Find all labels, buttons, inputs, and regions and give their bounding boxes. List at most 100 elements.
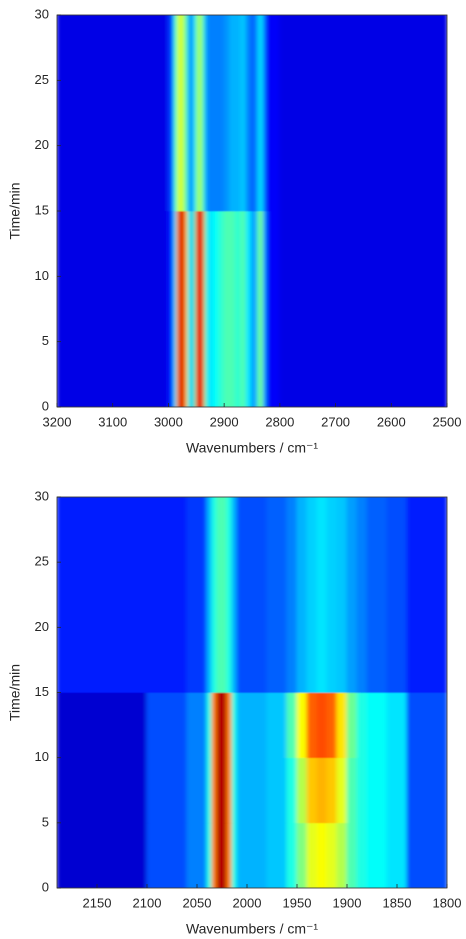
heat-cell — [336, 692, 348, 758]
x-tick-label: 2100 — [133, 895, 162, 910]
x-tick-label: 2600 — [377, 414, 406, 429]
heat-cell — [212, 15, 220, 212]
y-tick-label: 10 — [35, 268, 49, 283]
heat-cell — [236, 692, 248, 758]
heat-cell — [356, 497, 368, 693]
heat-cell — [231, 497, 238, 693]
x-tick-label: 2800 — [265, 414, 294, 429]
heat-cell — [251, 210, 256, 407]
heat-cell — [146, 822, 188, 888]
heat-cell — [206, 15, 211, 212]
heat-cell — [257, 15, 261, 212]
heat-cell — [356, 822, 368, 888]
heat-cell — [266, 822, 288, 888]
heat-cell — [211, 822, 218, 888]
heat-cell — [190, 15, 194, 212]
heat-cell — [259, 210, 264, 407]
y-tick-label: 25 — [35, 554, 49, 569]
heat-cell — [206, 210, 211, 407]
heat-cell — [179, 15, 183, 212]
y-tick-label: 20 — [35, 619, 49, 634]
heat-cell — [186, 822, 208, 888]
heat-cell — [296, 822, 308, 888]
heat-cell — [386, 692, 408, 758]
heat-cell — [193, 15, 197, 212]
heatmap-clip — [57, 497, 447, 888]
heat-cell — [254, 15, 259, 212]
heat-cell — [296, 497, 308, 693]
heat-cell — [326, 692, 338, 758]
x-tick-label: 2000 — [233, 895, 262, 910]
heat-cell — [229, 15, 236, 212]
heat-cell — [57, 692, 148, 758]
x-tick-label: 1950 — [283, 895, 312, 910]
y-tick-label: 10 — [35, 749, 49, 764]
y-axis-label: Time/min — [7, 182, 23, 239]
x-tick-label: 1800 — [433, 895, 462, 910]
heat-cell — [266, 692, 288, 758]
heat-cell — [240, 210, 247, 407]
heat-cell — [326, 497, 338, 693]
heat-cell — [268, 15, 281, 212]
heat-cell — [146, 757, 188, 824]
heat-cell — [187, 210, 192, 407]
heat-cell — [406, 497, 447, 693]
heat-cell — [226, 822, 233, 888]
heat-cell — [245, 15, 253, 212]
heat-cell — [229, 210, 236, 407]
heat-cell — [212, 210, 220, 407]
heat-cell — [254, 210, 259, 407]
heat-cell — [231, 692, 238, 758]
heat-cell — [240, 15, 247, 212]
heat-cell — [204, 15, 208, 212]
heat-cell — [173, 15, 178, 212]
heat-cell — [146, 692, 188, 758]
heat-cell — [386, 822, 408, 888]
heat-cell — [366, 497, 388, 693]
heat-cell — [211, 497, 218, 693]
heat-cell — [336, 822, 348, 888]
heat-cell — [346, 692, 358, 758]
x-tick-label: 2900 — [210, 414, 239, 429]
heat-cell — [406, 757, 447, 824]
heat-cell — [316, 497, 328, 693]
heat-cell — [266, 757, 288, 824]
heat-cell — [262, 15, 267, 212]
heat-cell — [209, 15, 214, 212]
heat-cell — [211, 757, 218, 824]
heat-cell — [198, 210, 203, 407]
heat-cell — [167, 15, 175, 212]
heat-cell — [223, 210, 231, 407]
y-tick-label: 15 — [35, 684, 49, 699]
heat-cell — [181, 15, 186, 212]
heat-cell — [216, 692, 223, 758]
heat-cell — [57, 822, 148, 888]
x-tick-label: 2050 — [183, 895, 212, 910]
heat-cell — [57, 210, 169, 407]
heat-cell — [176, 210, 181, 407]
heat-cell — [216, 497, 223, 693]
heat-cell — [195, 15, 200, 212]
heat-cell — [366, 692, 388, 758]
y-tick-label: 5 — [42, 333, 49, 348]
heat-cell — [234, 210, 242, 407]
heat-cell — [356, 757, 368, 824]
heat-cell — [186, 757, 208, 824]
heat-cell — [184, 210, 189, 407]
heat-cell — [257, 210, 261, 407]
heat-cell — [57, 497, 148, 693]
heat-cell — [201, 15, 206, 212]
heat-cell — [223, 15, 231, 212]
y-tick-label: 15 — [35, 202, 49, 217]
heat-cell — [226, 757, 233, 824]
heatmap — [57, 15, 447, 407]
heat-cell — [221, 822, 228, 888]
heat-cell — [206, 692, 213, 758]
x-tick-label: 2150 — [83, 895, 112, 910]
heatmap — [57, 497, 447, 888]
heat-cell — [246, 692, 268, 758]
heat-cell — [386, 757, 408, 824]
heat-cell — [231, 822, 238, 888]
heat-cell — [386, 497, 408, 693]
heat-cell — [221, 757, 228, 824]
